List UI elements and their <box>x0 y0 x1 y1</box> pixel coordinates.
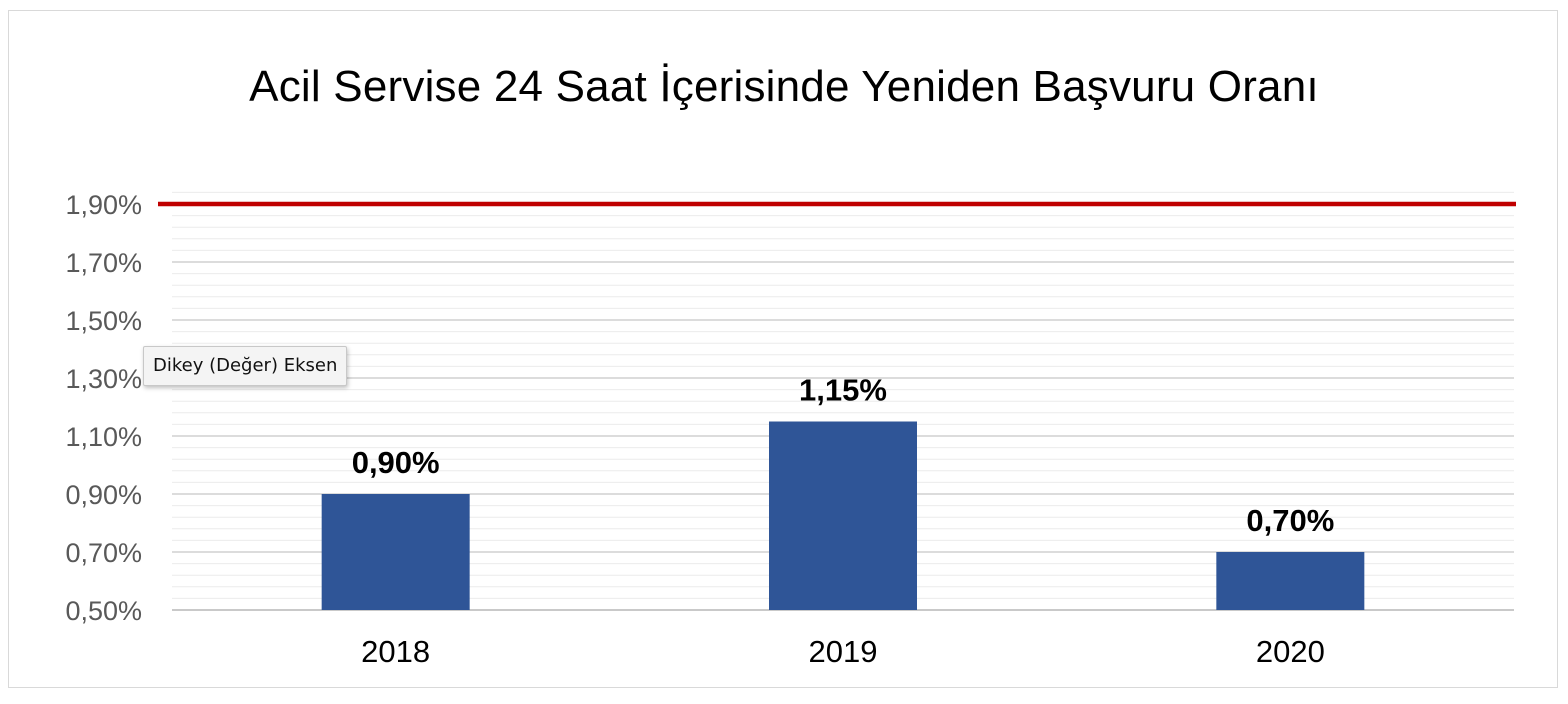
y-tick-label: 1,70% <box>65 248 142 278</box>
y-tick-label: 1,10% <box>65 422 142 452</box>
axis-tooltip: Dikey (Değer) Eksen <box>143 346 348 386</box>
bar-2019[interactable] <box>769 421 917 611</box>
data-label: 0,70% <box>1246 503 1334 538</box>
chart-title: Acil Servise 24 Saat İçerisinde Yeniden … <box>249 62 1319 111</box>
y-axis[interactable]: 0,50% 0,70% 0,90% 1,10% 1,30% 1,50% 1,70% 1,90% <box>65 190 142 626</box>
x-axis[interactable]: 2018 2019 2020 <box>361 634 1325 669</box>
y-tick-label: 0,50% <box>65 596 142 626</box>
data-label: 0,90% <box>352 445 440 480</box>
x-tick-label: 2018 <box>361 634 430 669</box>
bar-2018[interactable] <box>321 494 470 610</box>
bars <box>321 421 1365 611</box>
y-tick-label: 1,30% <box>65 364 142 394</box>
y-tick-label: 0,90% <box>65 480 142 510</box>
y-tick-label: 0,70% <box>65 538 142 568</box>
x-tick-label: 2020 <box>1256 634 1325 669</box>
data-labels: 0,90% 1,15% 0,70% <box>352 373 1335 539</box>
bar-2020[interactable] <box>1216 552 1365 610</box>
x-tick-label: 2019 <box>809 634 878 669</box>
data-label: 1,15% <box>799 373 887 408</box>
y-tick-label: 1,90% <box>65 190 142 220</box>
y-tick-label: 1,50% <box>65 306 142 336</box>
